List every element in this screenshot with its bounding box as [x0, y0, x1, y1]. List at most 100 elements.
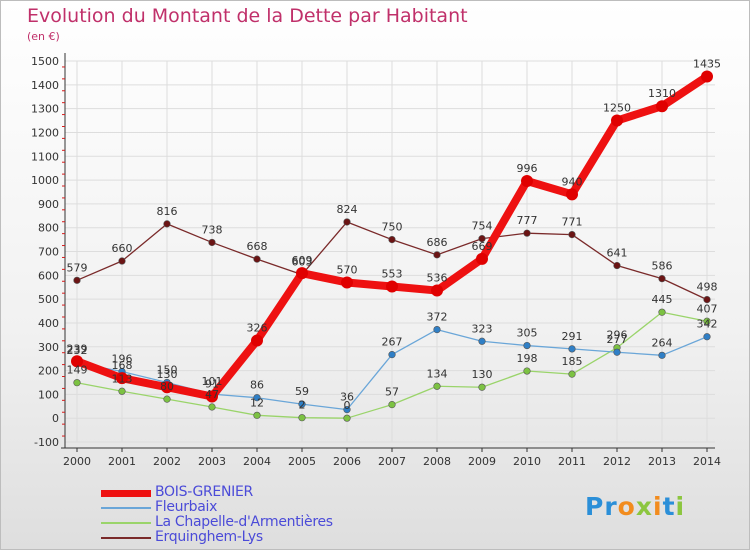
data-label: 570 — [337, 263, 358, 276]
data-label: 579 — [67, 261, 88, 274]
data-label: 660 — [112, 242, 133, 255]
data-label: 824 — [337, 203, 358, 216]
data-point — [343, 218, 351, 226]
data-label: 777 — [517, 214, 538, 227]
data-point — [658, 351, 666, 359]
data-label: 149 — [67, 364, 88, 377]
data-label: 130 — [157, 368, 178, 381]
axes — [61, 53, 715, 452]
y-tick-label: 500 — [38, 293, 59, 306]
data-label: 771 — [562, 216, 583, 229]
data-point — [476, 252, 488, 265]
data-label: 668 — [247, 240, 268, 253]
x-tick-label: 2008 — [423, 455, 451, 468]
data-point — [388, 351, 396, 359]
data-label: 445 — [652, 293, 673, 306]
x-tick-label: 2000 — [63, 455, 91, 468]
data-point — [343, 406, 351, 414]
data-point — [298, 414, 306, 422]
data-label: 296 — [607, 329, 628, 342]
y-tick-label: 900 — [38, 198, 59, 211]
data-point — [703, 296, 711, 304]
x-tick-label: 2010 — [513, 455, 541, 468]
data-label: 754 — [472, 220, 493, 233]
legend-label: La Chapelle-d'Armentières — [155, 514, 333, 530]
data-point — [208, 238, 216, 247]
data-label: 609 — [292, 254, 313, 267]
x-tick-label: 2013 — [648, 455, 676, 468]
data-point — [73, 379, 81, 387]
data-label: 996 — [517, 162, 538, 175]
x-tick-label: 2002 — [153, 455, 181, 468]
data-label: 686 — [427, 236, 448, 249]
data-point — [253, 394, 261, 402]
data-point — [433, 251, 441, 259]
y-tick-label: 1500 — [31, 55, 59, 68]
x-tick-label: 2012 — [603, 455, 631, 468]
data-label: 940 — [562, 175, 583, 188]
data-point — [253, 255, 261, 263]
data-label: 326 — [247, 322, 268, 335]
data-label: 232 — [67, 344, 88, 357]
data-label: 264 — [652, 336, 673, 349]
data-label: 277 — [607, 333, 628, 346]
x-tick-label: 2011 — [558, 455, 586, 468]
legend-label: Fleurbaix — [155, 499, 218, 515]
data-point — [71, 355, 83, 368]
y-tick-label: 1400 — [31, 79, 59, 92]
data-point — [656, 100, 668, 113]
data-label: 185 — [562, 355, 583, 368]
data-point — [343, 414, 351, 422]
y-tick-label: 1100 — [31, 150, 59, 163]
y-tick-label: 100 — [38, 388, 59, 401]
data-label: 586 — [652, 260, 673, 273]
data-point — [611, 114, 623, 127]
data-point — [206, 390, 218, 403]
x-tick-label: 2009 — [468, 455, 496, 468]
x-tick-label: 2006 — [333, 455, 361, 468]
grid — [65, 60, 715, 443]
data-label: 1435 — [693, 57, 721, 70]
data-label: 498 — [697, 281, 718, 294]
data-point — [388, 235, 396, 244]
y-tick-label: 600 — [38, 269, 59, 282]
data-labels: 579 660 816 738 668 603 824 750 686 754 777 771 641 5… — [67, 57, 722, 412]
y-tick-label: 800 — [38, 222, 59, 235]
data-label: 150 — [157, 363, 178, 376]
data-point — [701, 70, 713, 83]
y-tick-label: 200 — [38, 365, 59, 378]
data-point — [613, 261, 621, 270]
data-point — [251, 334, 263, 347]
y-tick-label: 700 — [38, 246, 59, 259]
data-label: 101 — [202, 375, 223, 388]
y-tick-label: 400 — [38, 317, 59, 330]
tick-labels: -100010020030040050060070080090010001100… — [31, 55, 721, 468]
data-point — [703, 333, 711, 341]
data-point — [703, 317, 711, 325]
x-tick-label: 2007 — [378, 455, 406, 468]
legend-swatch — [101, 489, 151, 497]
data-label: 134 — [427, 367, 448, 380]
data-label: 91 — [205, 378, 219, 391]
data-point — [613, 348, 621, 356]
data-label: 738 — [202, 223, 223, 236]
data-label: 669 — [472, 240, 493, 253]
data-label: 641 — [607, 247, 628, 260]
data-point — [521, 175, 533, 188]
data-point — [433, 326, 441, 334]
data-point — [478, 235, 486, 243]
data-point — [523, 229, 531, 237]
data-label: 36 — [340, 391, 354, 404]
y-tick-label: 1300 — [31, 103, 59, 116]
y-tick-label: 1200 — [31, 126, 59, 139]
data-label: 603 — [292, 256, 313, 269]
chart-unit: (en €) — [27, 30, 60, 43]
data-point — [658, 275, 666, 283]
data-label: 1310 — [648, 87, 676, 100]
data-label: 130 — [472, 368, 493, 381]
legend-swatch — [101, 507, 151, 509]
data-point — [296, 267, 308, 280]
data-point — [118, 257, 126, 265]
